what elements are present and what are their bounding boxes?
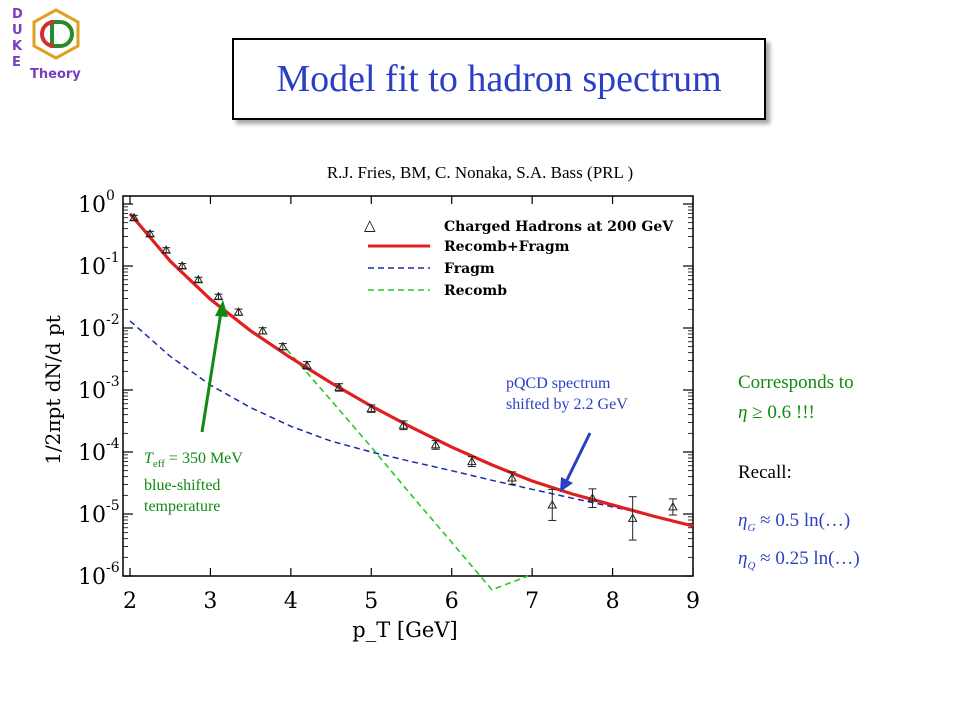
y-axis-label: 1/2πpt dN/d pt [41,315,65,465]
pqcd-annotation-line2: shifted by 2.2 GeV [506,396,628,413]
legend-label-recomb: Recomb [444,283,507,299]
data-point-triangle [547,499,558,509]
y-tick-exponent: -4 [106,436,120,452]
data-point-triangle [161,245,172,254]
data-point-triangle [507,473,517,482]
data-point-triangle [302,360,312,369]
data-point-triangle [668,501,678,511]
slide-title: Model fit to hadron spectrum [276,58,722,100]
teff-annotation-line3: temperature [144,498,221,516]
eta-relation-text: ≥ 0.6 !!! [747,402,815,423]
logo-d-shape [50,20,74,48]
logo-letter-k: K [12,39,23,54]
eta-relation: η ≥ 0.6 !!! [738,402,815,424]
y-tick-exponent: 0 [106,188,115,204]
legend-label-fragm: Fragm [444,261,495,277]
y-tick-label: 10-1 [78,250,120,280]
data-point-triangle [587,493,598,502]
eta-g-value: ≈ 0.5 ln(…) [755,510,851,531]
eta-q-subscript: Q [747,559,756,572]
x-tick-label: 2 [123,589,137,614]
logo-hexagon [32,8,80,60]
x-axis-label: p_T [GeV] [352,618,457,642]
data-point-triangle [627,513,638,522]
recall-label: Recall: [738,462,792,483]
title-box: Model fit to hadron spectrum [232,38,766,120]
y-tick-exponent: -3 [106,374,120,390]
y-tick-exponent: -5 [106,498,120,514]
x-tick-labels: 2 3 4 5 6 7 8 9 [123,589,700,614]
x-tick-label: 8 [606,589,620,614]
y-tick-exponent: -2 [106,312,120,328]
eta-q-value: ≈ 0.25 ln(…) [755,548,860,569]
eta-g-formula: ηG ≈ 0.5 ln(…) [738,510,850,534]
data-point-triangle [177,260,188,270]
duke-qcd-theory-logo: D U K E Theory [12,7,81,82]
logo-letter-e: E [12,55,21,70]
curve-recomb [286,348,529,591]
data-point-triangle [129,212,139,222]
legend-label-data: Charged Hadrons at 200 GeV [444,219,674,235]
teff-subscript: eff [152,458,165,471]
blue-arrowhead [560,477,573,492]
legend-label-recomb-fragm: Recomb+Fragm [444,239,570,255]
logo-q-shape [40,20,55,48]
x-tick-label: 4 [284,589,298,614]
x-tick-label: 6 [445,589,459,614]
teff-annotation: Teff = 350 MeV blue-shifted temperature [144,448,243,517]
x-tick-label: 7 [525,589,539,614]
data-point-triangle [334,382,344,391]
data-point-triangle [398,420,409,429]
y-tick-label: 10-5 [78,498,120,528]
y-tick-exponent: -6 [106,560,120,576]
y-tick-label: 10-3 [78,374,120,404]
eta-g-subscript: G [747,521,756,534]
teff-annotation-line2: blue-shifted [144,477,221,495]
pqcd-annotation-line1: pQCD spectrum [506,375,611,392]
eta-g-symbol: η [738,510,748,531]
data-points [129,212,678,541]
y-tick-label: 100 [78,188,115,218]
legend: △ Charged Hadrons at 200 GeV Recomb+Frag… [364,218,674,299]
logo-word-theory: Theory [30,67,81,82]
data-point-triangle [193,274,204,284]
logo-letter-u: U [12,23,23,38]
y-tick-label: 10-2 [78,312,120,342]
data-point-triangle [213,291,224,301]
y-tick-exponent: -1 [106,250,120,266]
data-point-triangle [366,403,377,413]
y-tick-label: 10-4 [78,436,120,466]
data-point-triangle [145,228,155,238]
data-point-triangle [257,325,268,335]
y-tick-label: 10-6 [78,560,120,590]
green-arrowhead [215,300,228,317]
logo-letter-d: D [12,7,23,22]
eta-q-formula: ηQ ≈ 0.25 ln(…) [738,548,860,572]
x-tick-label: 3 [203,589,217,614]
x-tick-label: 9 [686,589,700,614]
teff-value: = 350 MeV [164,450,243,467]
teff-symbol: T [144,450,153,467]
pqcd-annotation: pQCD spectrum shifted by 2.2 GeV [506,373,628,415]
y-tick-labels: 100 10-1 10-2 10-3 10-4 10-5 10-6 [78,188,120,590]
blue-annotation-arrow [564,432,592,483]
data-point-triangle [466,456,477,466]
citation: R.J. Fries, BM, C. Nonaka, S.A. Bass (PR… [326,163,634,182]
data-point-triangle [233,307,244,316]
green-annotation-arrow [200,311,223,433]
corresponds-label: Corresponds to [738,372,854,393]
teff-annotation-line1: Teff = 350 MeV [144,448,243,475]
legend-marker-triangle: △ [364,218,376,234]
curve-fragm [129,320,694,527]
eta-symbol: η [738,402,748,423]
plot-frame [122,195,694,577]
data-point-triangle [277,341,288,351]
x-tick-label: 5 [364,589,378,614]
eta-q-symbol: η [738,548,748,569]
data-point-triangle [430,439,441,449]
